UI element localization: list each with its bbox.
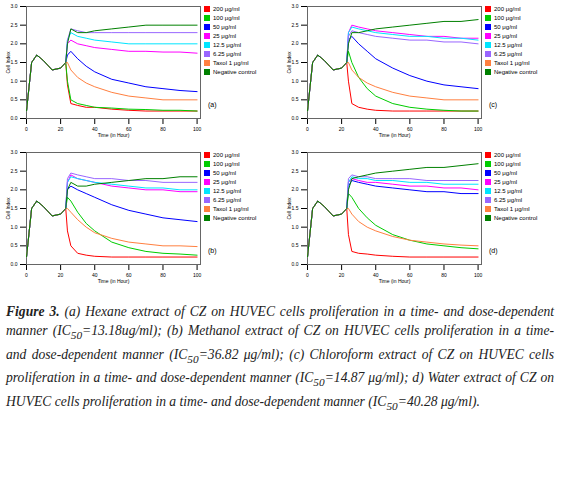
svg-text:Time (in Hour): Time (in Hour): [98, 278, 130, 284]
html-text:(c): (c): [489, 101, 498, 108]
svg-text:1.0: 1.0: [292, 78, 299, 84]
svg-text:80: 80: [441, 126, 447, 132]
svg-text:2.5: 2.5: [11, 168, 18, 174]
svg-text:3.0: 3.0: [292, 3, 299, 9]
svg-text:0.0: 0.0: [292, 261, 299, 267]
svg-text:1.5: 1.5: [11, 59, 18, 65]
html-text:6.25 μg/ml: 6.25 μg/ml: [494, 196, 523, 203]
html-text:Negative control: Negative control: [213, 68, 257, 75]
svg-text:2.0: 2.0: [11, 186, 18, 192]
svg-text:0.0: 0.0: [11, 261, 18, 267]
html-text:Taxol 1 μg/ml: Taxol 1 μg/ml: [494, 205, 530, 212]
svg-text:100: 100: [193, 126, 202, 132]
html-text:25 μg/ml: 25 μg/ml: [494, 178, 518, 185]
html-text:6.25 μg/ml: 6.25 μg/ml: [494, 50, 523, 57]
svg-text:1.5: 1.5: [11, 205, 18, 211]
html-text:100 μg/ml: 100 μg/ml: [494, 160, 521, 167]
svg-text:0.5: 0.5: [11, 242, 18, 248]
svg-text:0: 0: [25, 272, 28, 278]
svg-text:80: 80: [160, 272, 166, 278]
html-text:Taxol 1 μg/ml: Taxol 1 μg/ml: [494, 59, 530, 66]
html-text:25 μg/ml: 25 μg/ml: [494, 32, 518, 39]
html-text:12.5 μg/ml: 12.5 μg/ml: [494, 41, 523, 48]
html-text:6.25 μg/ml: 6.25 μg/ml: [213, 196, 242, 203]
html-text:200 μg/ml: 200 μg/ml: [494, 151, 521, 158]
html-text:200 μg/ml: 200 μg/ml: [213, 5, 240, 12]
html-text:25 μg/ml: 25 μg/ml: [213, 178, 237, 185]
svg-text:40: 40: [92, 126, 98, 133]
svg-text:3.0: 3.0: [11, 149, 18, 155]
html-text:Negative control: Negative control: [494, 68, 538, 75]
svg-text:80: 80: [160, 126, 166, 132]
svg-text:20: 20: [58, 126, 64, 132]
svg-text:1.5: 1.5: [292, 205, 299, 211]
html-text:6.25 μg/ml: 6.25 μg/ml: [213, 50, 242, 57]
svg-text:1.0: 1.0: [292, 224, 299, 230]
svg-text:Time (in Hour): Time (in Hour): [98, 132, 130, 138]
svg-text:0: 0: [306, 272, 309, 278]
html-text:25 μg/ml: 25 μg/ml: [213, 32, 237, 39]
svg-text:60: 60: [126, 272, 132, 278]
html-text:50 μg/ml: 50 μg/ml: [494, 23, 518, 30]
svg-text:40: 40: [373, 272, 379, 278]
svg-text:100: 100: [193, 272, 202, 278]
svg-text:Cell Index: Cell Index: [286, 51, 292, 74]
svg-text:20: 20: [339, 126, 345, 132]
html-text:(d): (d): [489, 247, 498, 254]
html-text:Taxol 1 μg/ml: Taxol 1 μg/ml: [213, 205, 249, 212]
html-text:200 μg/ml: 200 μg/ml: [494, 5, 521, 12]
svg-text:1.0: 1.0: [11, 78, 18, 84]
svg-text:0.0: 0.0: [11, 115, 18, 121]
html-text:Figure 3. (a) Hexane extract o: Figure 3. (a) Hexane extract of CZ on HU…: [6, 304, 554, 412]
svg-text:0: 0: [25, 126, 28, 132]
svg-text:2.5: 2.5: [11, 22, 18, 28]
html-text:12.5 μg/ml: 12.5 μg/ml: [213, 41, 242, 48]
svg-text:2.5: 2.5: [292, 22, 299, 28]
html-text:100 μg/ml: 100 μg/ml: [213, 14, 240, 21]
svg-text:2.0: 2.0: [292, 186, 299, 192]
html-text:Taxol 1 μg/ml: Taxol 1 μg/ml: [213, 59, 249, 66]
svg-text:40: 40: [373, 126, 379, 133]
svg-text:Cell Index: Cell Index: [5, 51, 11, 74]
html-text:100 μg/ml: 100 μg/ml: [213, 160, 240, 167]
html-text:12.5 μg/ml: 12.5 μg/ml: [494, 187, 523, 194]
svg-text:2.0: 2.0: [11, 40, 18, 46]
html-text:50 μg/ml: 50 μg/ml: [213, 23, 237, 30]
svg-text:0.0: 0.0: [292, 115, 299, 121]
svg-text:1.0: 1.0: [11, 224, 18, 230]
svg-text:Time (in Hour): Time (in Hour): [379, 132, 411, 138]
html-text:(b): (b): [208, 247, 217, 254]
svg-text:0: 0: [306, 126, 309, 132]
html-text:(a): (a): [208, 101, 217, 108]
svg-text:3.0: 3.0: [292, 149, 299, 155]
svg-text:1.5: 1.5: [292, 59, 299, 65]
svg-text:Cell Index: Cell Index: [5, 197, 11, 220]
html-text:200 μg/ml: 200 μg/ml: [213, 151, 240, 158]
svg-text:80: 80: [441, 272, 447, 278]
html-text:50 μg/ml: 50 μg/ml: [213, 169, 237, 176]
html-text:12.5 μg/ml: 12.5 μg/ml: [213, 187, 242, 194]
svg-text:60: 60: [126, 126, 132, 133]
svg-text:20: 20: [58, 272, 64, 278]
svg-text:Time (in Hour): Time (in Hour): [379, 278, 411, 284]
svg-text:100: 100: [474, 272, 483, 278]
svg-text:20: 20: [339, 272, 345, 278]
html-text:Negative control: Negative control: [494, 214, 538, 221]
svg-text:3.0: 3.0: [11, 3, 18, 9]
svg-text:0.5: 0.5: [292, 242, 299, 248]
html-text:Negative control: Negative control: [213, 214, 257, 221]
svg-text:60: 60: [407, 272, 413, 278]
svg-text:2.5: 2.5: [292, 168, 299, 174]
svg-text:60: 60: [407, 126, 413, 133]
svg-text:0.5: 0.5: [292, 96, 299, 102]
svg-text:2.0: 2.0: [292, 40, 299, 46]
svg-text:Cell Index: Cell Index: [286, 197, 292, 220]
svg-text:0.5: 0.5: [11, 96, 18, 102]
svg-text:40: 40: [92, 272, 98, 278]
html-text:100 μg/ml: 100 μg/ml: [494, 14, 521, 21]
html-text:50 μg/ml: 50 μg/ml: [494, 169, 518, 176]
svg-text:100: 100: [474, 126, 483, 132]
